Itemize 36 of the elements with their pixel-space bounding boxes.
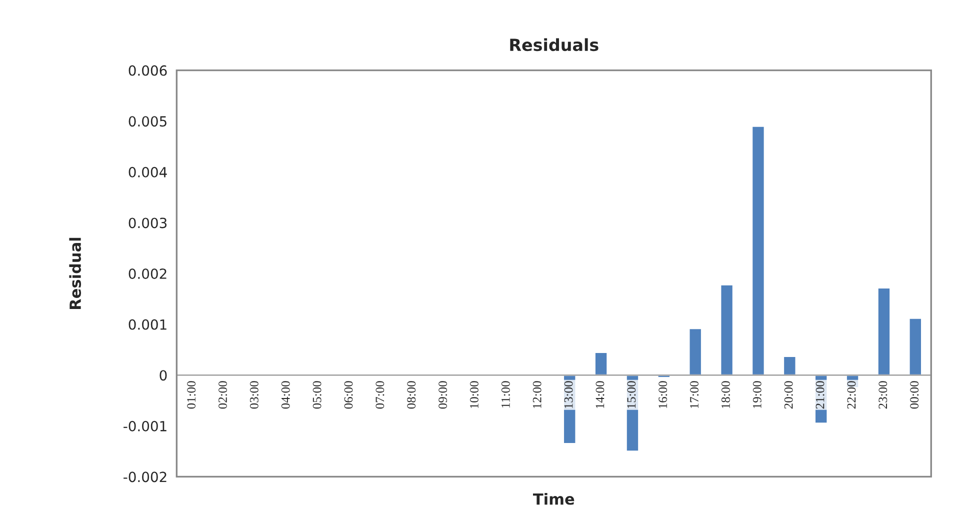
x-tick-label: 13:00 (564, 381, 573, 408)
x-tick-label: 06:00 (344, 381, 353, 409)
x-tick-label: 12:00 (532, 381, 542, 408)
x-tick-label: 00:00 (910, 381, 919, 409)
x-tick-label: 04:00 (281, 381, 290, 409)
x-tick-label: 15:00 (627, 381, 636, 408)
x-tick-label: 14:00 (596, 381, 604, 408)
x-tick-label: 05:00 (312, 381, 322, 409)
y-axis-title: Residual (69, 238, 82, 310)
y-tick-label: 0.004 (128, 166, 167, 178)
y-tick-label: 0.006 (128, 65, 167, 76)
chart-title: Residuals (510, 38, 598, 52)
y-tick-label: 0 (160, 370, 167, 381)
x-tick-label: 07:00 (376, 381, 384, 409)
x-tick-label: 10:00 (470, 381, 478, 408)
y-tick-label: 0.005 (128, 116, 166, 127)
y-tick-label: 0.002 (128, 268, 166, 279)
y-tick-label: -0.002 (124, 472, 166, 482)
x-tick-label: 02:00 (218, 381, 228, 409)
x-tick-label: 18:00 (721, 381, 730, 408)
x-tick-label: 03:00 (250, 381, 258, 409)
x-tick-label: 09:00 (438, 381, 448, 409)
x-tick-label: 08:00 (407, 381, 416, 409)
x-tick-label: 11:00 (501, 381, 510, 408)
y-tick-label: -0.001 (124, 420, 166, 432)
x-tick-label: 23:00 (878, 381, 888, 409)
x-tick-label: 21:00 (816, 381, 824, 409)
x-tick-label: 19:00 (752, 381, 762, 408)
x-tick-label: 01:00 (187, 381, 196, 409)
x-axis-title: Time (533, 492, 574, 505)
y-tick-label: 0.001 (128, 319, 166, 330)
y-tick-label: 0.003 (128, 218, 167, 228)
x-tick-label: 17:00 (690, 381, 699, 408)
x-tick-label: 22:00 (847, 381, 856, 409)
x-tick-label: 16:00 (658, 381, 668, 408)
x-tick-label: 20:00 (784, 381, 793, 409)
